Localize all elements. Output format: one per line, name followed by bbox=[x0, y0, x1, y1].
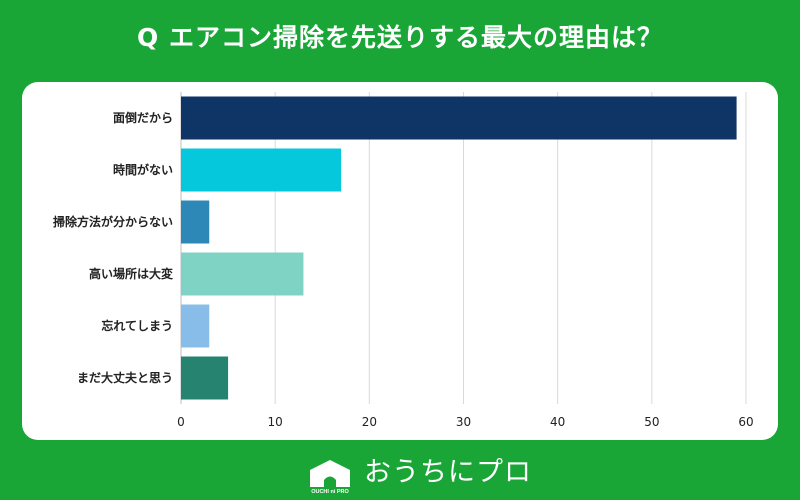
category-label: 面倒だから bbox=[113, 110, 173, 125]
logo-mark-text: OUCHI ni PRO bbox=[311, 489, 349, 495]
x-tick-label: 60 bbox=[738, 415, 753, 429]
bar bbox=[181, 356, 229, 400]
bar bbox=[181, 200, 210, 244]
x-tick-label: 10 bbox=[268, 415, 283, 429]
x-tick-label: 40 bbox=[550, 415, 565, 429]
bar bbox=[181, 252, 304, 296]
logo-text: おうちにプロ bbox=[364, 457, 532, 488]
x-tick-label: 50 bbox=[644, 415, 659, 429]
category-label: 時間がない bbox=[113, 162, 173, 177]
page-title: Q エアコン掃除を先送りする最大の理由は？ bbox=[137, 23, 663, 52]
category-label: 掃除方法が分からない bbox=[53, 214, 173, 229]
x-tick-label: 30 bbox=[456, 415, 471, 429]
bar-chart: 面倒だから時間がない掃除方法が分からない高い場所は大変忘れてしまうまだ大丈夫と思… bbox=[53, 92, 754, 429]
bar bbox=[181, 148, 342, 192]
x-tick-label: 0 bbox=[177, 415, 185, 429]
bar bbox=[181, 96, 737, 140]
category-label: 忘れてしまう bbox=[101, 318, 173, 333]
category-label: 高い場所は大変 bbox=[89, 266, 174, 281]
footer: OUCHI ni PRO おうちにプロ bbox=[0, 452, 800, 496]
chart-card: 面倒だから時間がない掃除方法が分からない高い場所は大変忘れてしまうまだ大丈夫と思… bbox=[22, 82, 778, 440]
category-label: まだ大丈夫と思う bbox=[77, 370, 173, 385]
bar bbox=[181, 304, 210, 348]
house-icon: OUCHI ni PRO bbox=[310, 460, 350, 495]
x-tick-label: 20 bbox=[362, 415, 377, 429]
